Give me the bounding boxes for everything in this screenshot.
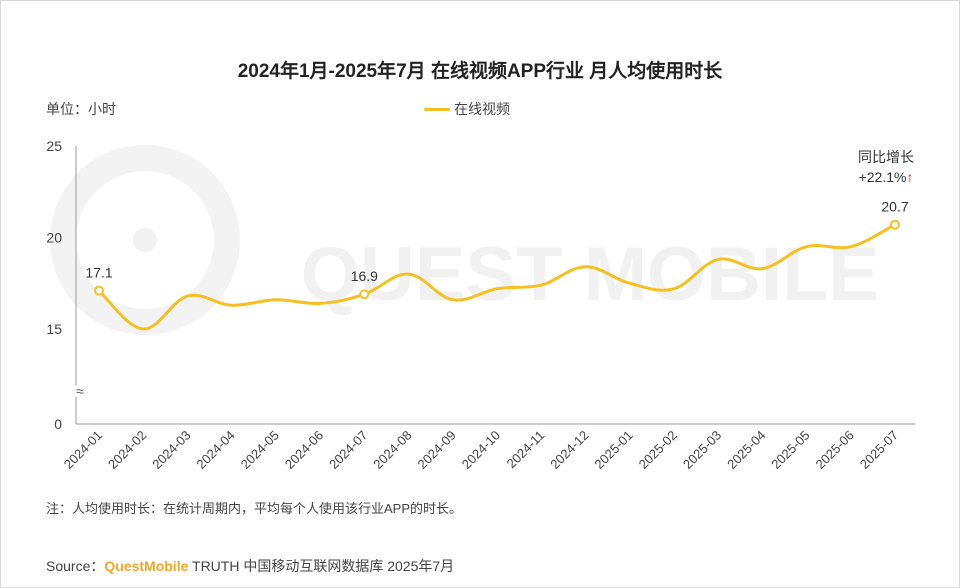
x-tick-label: 2024-04 — [193, 428, 237, 472]
x-tick-label: 2025-04 — [724, 428, 768, 472]
source-prefix: Source： — [46, 558, 105, 574]
yoy-annotation: 同比增长 +22.1%↑ — [846, 147, 926, 187]
legend-swatch — [424, 107, 450, 111]
y-tick-label: 20 — [46, 230, 62, 246]
series-line-online-video — [97, 223, 897, 331]
x-tick-label: 2024-05 — [238, 428, 282, 472]
data-point — [359, 289, 370, 300]
x-tick-label: 2024-09 — [415, 428, 459, 472]
unit-label: 单位：小时 — [46, 101, 116, 117]
data-point — [890, 219, 900, 230]
source-brand: QuestMobile — [104, 558, 189, 574]
data-label: 20.7 — [881, 199, 908, 215]
x-tick-label: 2024-07 — [326, 428, 370, 472]
x-tick-label: 2025-01 — [591, 428, 635, 472]
x-tick-label: 2025-02 — [636, 428, 680, 472]
legend: 在线视频 — [424, 99, 510, 119]
x-tick-label: 2024-06 — [282, 428, 326, 472]
x-tick-label: 2024-12 — [547, 428, 591, 472]
y-tick-label: 0 — [54, 416, 62, 432]
axis-break-mark: ≈ — [76, 383, 84, 399]
yoy-label: 同比增长 — [858, 149, 914, 165]
x-tick-label: 2024-11 — [504, 428, 548, 472]
x-tick-label: 2024-02 — [105, 428, 149, 472]
x-tick-label: 2025-06 — [813, 428, 857, 472]
axis-break-gap — [70, 385, 82, 397]
data-label: 17.1 — [85, 265, 112, 281]
data-point — [94, 285, 104, 296]
x-tick-label: 2025-07 — [857, 428, 901, 472]
y-tick-label: 25 — [46, 138, 62, 154]
x-tick-label: 2024-10 — [459, 428, 503, 472]
watermark-text: QUEST MOBILE — [301, 232, 879, 317]
y-tick-label: 15 — [46, 321, 62, 337]
up-arrow-icon: ↑ — [906, 169, 914, 185]
watermark-logo-dot — [133, 228, 157, 252]
legend-label: 在线视频 — [454, 101, 510, 117]
yoy-value: +22.1% — [858, 169, 907, 185]
source-line: Source：QuestMobile TRUTH 中国移动互联网数据库 2025… — [46, 556, 454, 576]
x-tick-label: 2025-05 — [768, 428, 812, 472]
source-suffix: TRUTH 中国移动互联网数据库 2025年7月 — [188, 558, 455, 574]
x-tick-label: 2025-03 — [680, 428, 724, 472]
x-tick-label: 2024-03 — [149, 428, 193, 472]
chart-title: 2024年1月-2025年7月 在线视频APP行业 月人均使用时长 — [237, 61, 723, 82]
x-tick-label: 2024-08 — [370, 428, 414, 472]
data-label: 16.9 — [351, 268, 378, 284]
footnote: 注：人均使用时长：在统计周期内，平均每个人使用该行业APP的时长。 — [46, 501, 463, 516]
x-tick-label: 2024-01 — [61, 428, 105, 472]
watermark-logo-ring — [50, 145, 240, 335]
